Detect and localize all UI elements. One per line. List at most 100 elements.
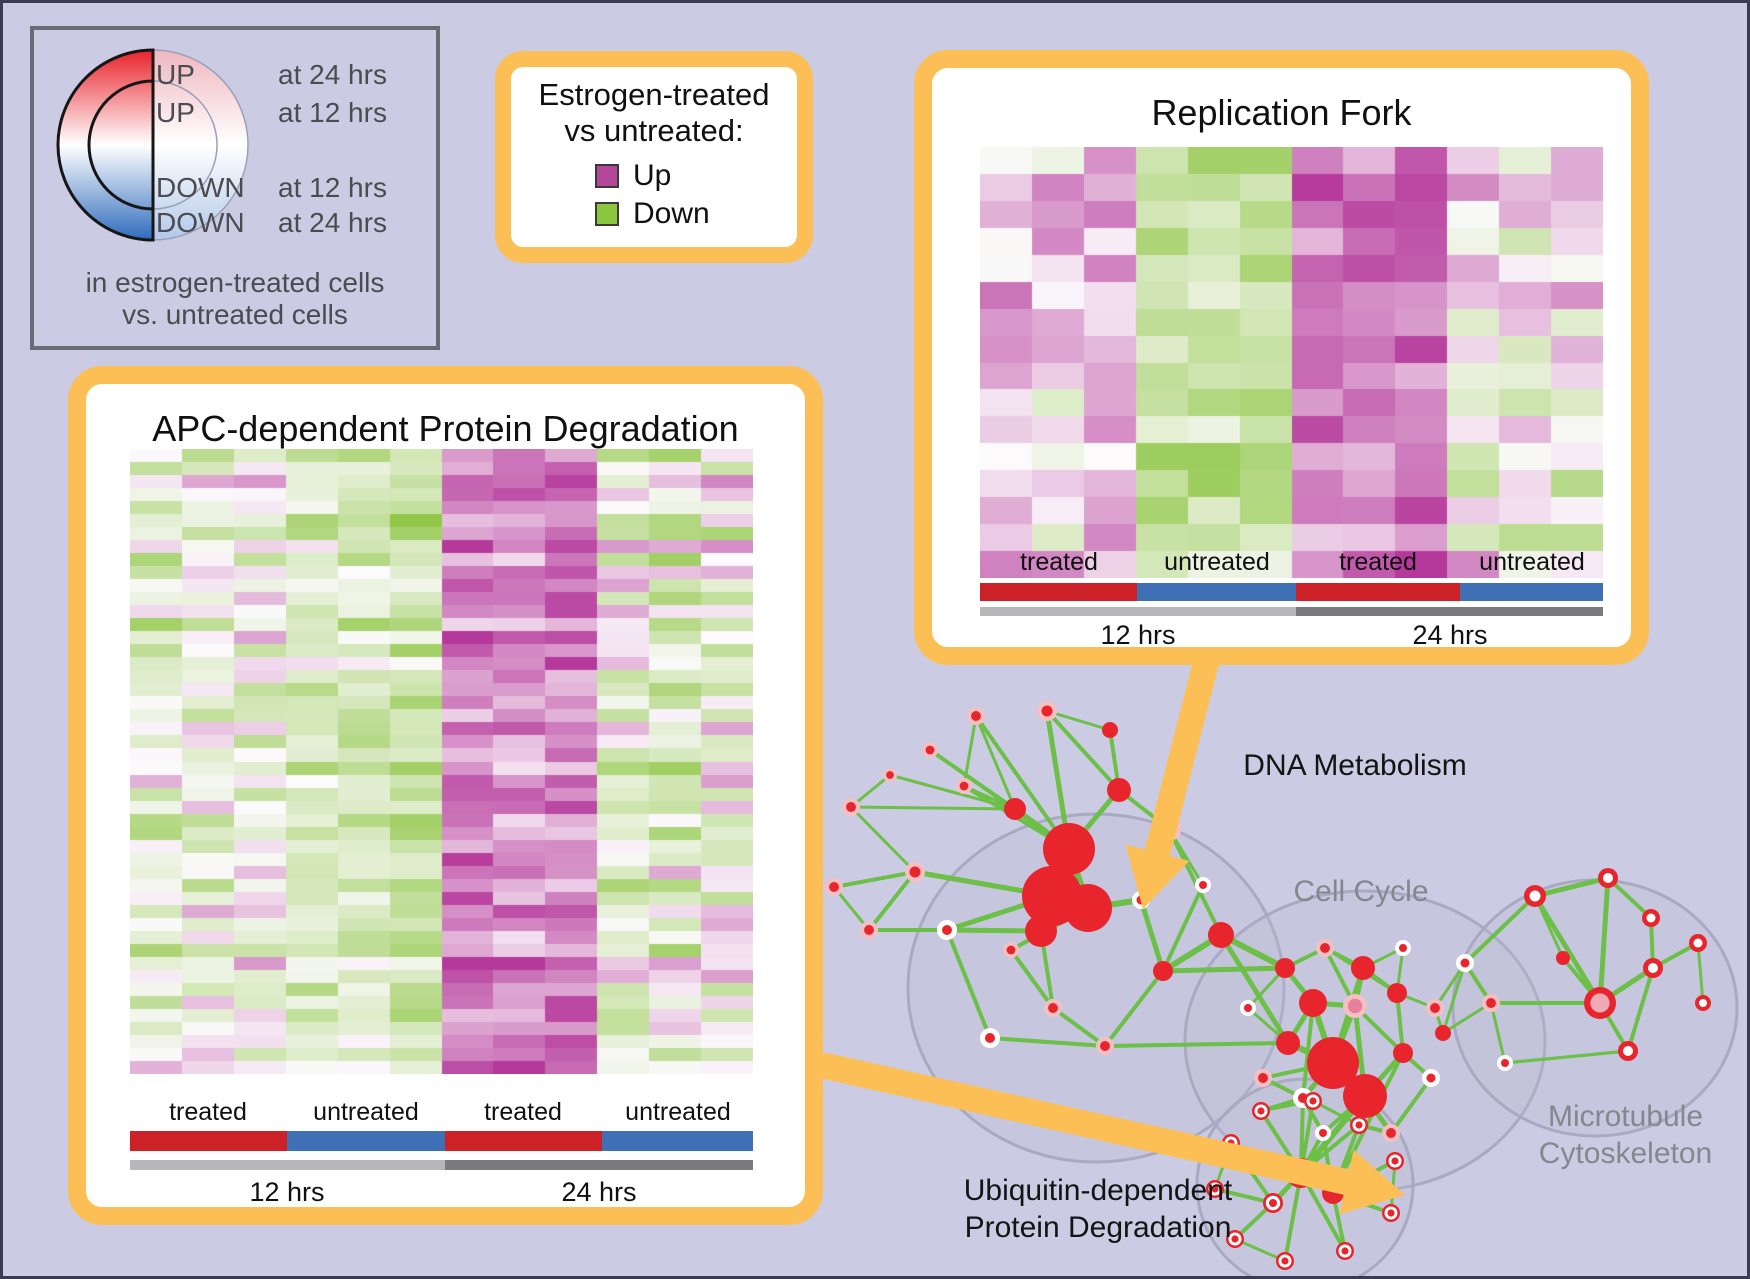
apc-degradation-title: APC-dependent Protein Degradation [152,408,739,449]
network-edge [945,929,992,1039]
color-key-title-line1: Estrogen-treated [538,77,770,112]
gene-node-core [1693,938,1703,948]
gene-node [1393,1043,1413,1063]
apc-group-label-1: treated [169,1098,247,1126]
rf-group-label-3: treated [1339,548,1417,576]
down-color-swatch [595,202,619,226]
network-edge [1167,828,1223,936]
cluster-label-ubiquitin-degradation: Ubiquitin-dependent Protein Degradation [963,1174,1233,1244]
cluster-label-dna-metabolism: DNA Metabolism [1243,749,1467,782]
gene-node [1153,961,1173,981]
rf-12hr-label: 12 hrs [1100,620,1176,650]
network-edge [1051,1006,1107,1048]
gene-node [1275,958,1295,978]
rf-24hr-bar [1296,607,1603,616]
network-edge [989,1036,1106,1048]
network-edge [1433,962,1467,1009]
gene-node-core [1320,943,1330,953]
network-edge [929,748,1070,851]
network-edge [1104,1041,1289,1048]
gene-node-core [1399,944,1407,952]
gene-node-core [1281,1257,1289,1265]
gene-node-core [1211,1185,1219,1193]
gene-node-core [846,802,856,812]
color-key-item-down: Down [595,197,710,231]
network-edge [1103,969,1165,1048]
network-edge [832,886,871,931]
network-edge [1218,933,1291,1045]
gene-node-core [1648,963,1658,973]
apc-degradation-heatmap [130,449,753,1074]
network-edge [1626,967,1655,1052]
apc-degradation-panel: APC-dependent Protein Degradation treate… [68,366,823,1225]
apc-12hr-bar [130,1160,445,1170]
gene-node-core [1603,873,1613,883]
gene-node-core [1048,1003,1058,1013]
apc-24hr-bar [445,1160,753,1170]
gene-node [1435,1025,1451,1041]
network-edge [1045,709,1121,792]
rf-untreated-bar-24 [1460,583,1603,601]
gene-node-core [1460,958,1470,968]
network-edge [1138,899,1166,972]
network-edge [1046,709,1111,732]
network-edge [1234,1237,1286,1263]
gene-node-core [1623,1046,1633,1056]
rf-24hr-label: 24 hrs [1412,620,1488,650]
rf-12hr-bar [980,607,1296,616]
color-key-title-line2: vs untreated: [564,113,744,148]
gene-node-core [909,866,921,878]
gene-node-core [1699,999,1707,1007]
network-edge [1395,992,1405,1054]
legend-footer-line1: in estrogen-treated cells [85,267,385,298]
gene-node-core [1006,945,1016,955]
gene-node [1299,989,1327,1017]
apc-group-label-3: treated [484,1098,562,1126]
gene-node [1556,951,1570,965]
gene-node [1064,884,1112,932]
gene-node-core [1347,998,1363,1014]
rf-treated-bar-24 [1296,583,1460,601]
replication-fork-heatmap [980,147,1603,578]
gene-node [1208,922,1234,948]
gene-node [1351,956,1375,980]
gene-node-core [1391,1157,1399,1165]
legend-down-24: DOWN [156,207,245,238]
gene-node-core [1501,1059,1509,1067]
gene-node-core [1426,1073,1436,1083]
gene-node [1307,1037,1359,1089]
network-edge [974,715,1017,810]
panel-to-cluster-arrow-1 [1125,639,1224,909]
replication-fork-panel: Replication Fork treated untreated treat… [914,50,1649,665]
updown-legend-box: UP at 24 hrs UP at 12 hrs DOWN at 12 hrs… [30,26,440,350]
gene-node-core [1646,913,1656,923]
network-edge [974,714,1071,851]
apc-treated-bar-24 [445,1131,602,1151]
gene-node-core [925,745,935,755]
gene-node-core [1199,881,1207,889]
network-edge [1533,895,1565,959]
network-edge [962,715,978,787]
gene-node-core [942,925,952,935]
apc-12hr-label: 12 hrs [249,1177,325,1207]
color-key-item-up: Up [595,159,671,193]
gene-node-core [1590,993,1610,1013]
apc-untreated-bar-12 [287,1131,445,1151]
network-edge [1489,1002,1507,1064]
panel-to-cluster-arrow-2 [818,1052,1405,1215]
replication-fork-title: Replication Fork [1151,92,1412,133]
gene-node [1025,915,1057,947]
updown-circle-diagram [56,48,249,242]
rf-treated-bar-12 [980,583,1137,601]
gene-node-core [1341,1247,1349,1255]
rf-group-label-1: treated [1020,548,1098,576]
legend-up-12-time: at 12 hrs [278,97,387,128]
gene-node-core [886,771,894,779]
legend-down-12: DOWN [156,172,245,203]
apc-group-label-4: untreated [625,1098,731,1126]
gene-node-core [1430,1003,1440,1013]
rf-group-label-2: untreated [1164,548,1270,576]
network-edge [1463,894,1537,965]
legend-down-12-time: at 12 hrs [278,172,387,203]
network-edge [1534,875,1609,899]
